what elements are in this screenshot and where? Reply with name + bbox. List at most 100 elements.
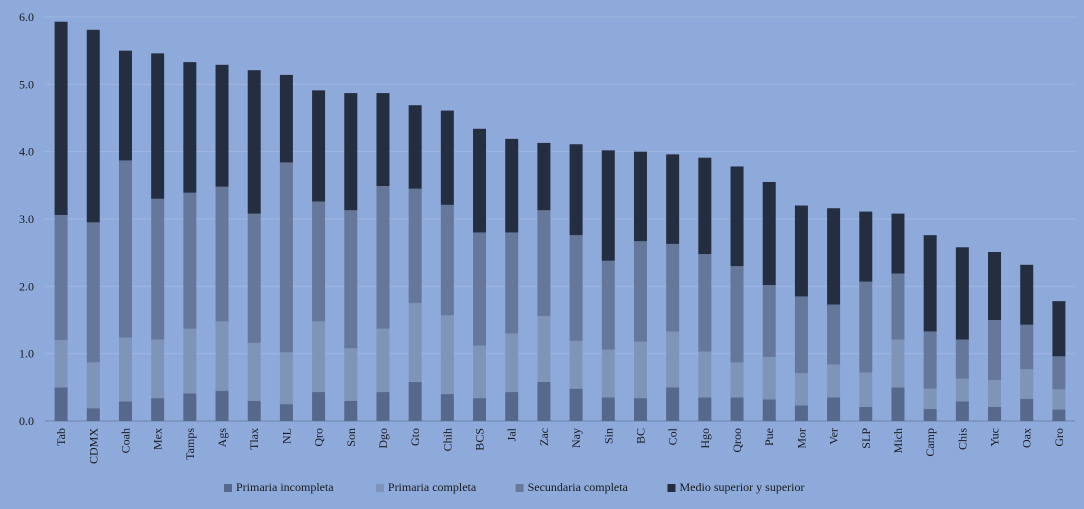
bar-segment (666, 331, 680, 388)
x-tick-label: Mex (151, 428, 165, 450)
bar-segment (601, 397, 615, 421)
bar-segment (247, 70, 261, 214)
bar-segment (569, 144, 583, 236)
legend-swatch (515, 484, 524, 492)
bar-segment (730, 362, 744, 398)
x-tick-label: Gro (1052, 428, 1066, 447)
x-tick-label: Nay (569, 428, 583, 448)
bar-segment (569, 340, 583, 389)
bar-segment (827, 364, 841, 398)
bar-segment (633, 151, 647, 242)
bar-segment (1052, 409, 1066, 421)
bar-segment (698, 397, 712, 421)
bar-segment (279, 352, 293, 405)
x-tick-label: Tlax (247, 428, 261, 450)
x-tick-label: Yuc (988, 428, 1002, 447)
bar-segment (215, 321, 229, 391)
bar-segment (215, 390, 229, 421)
bar-segment (344, 400, 358, 421)
bar-segment (279, 404, 293, 421)
x-tick-label: Mich (891, 428, 905, 453)
bar-segment (827, 304, 841, 365)
bar-segment (247, 213, 261, 343)
x-tick-label: Mor (794, 428, 808, 449)
grid (45, 16, 1075, 422)
bar-segment (473, 232, 487, 346)
bar-segment (666, 243, 680, 332)
bar-segment (118, 401, 132, 421)
legend-swatch (667, 484, 676, 492)
bar-segment (891, 339, 905, 388)
bar-segment (1020, 264, 1034, 325)
bar-segment (376, 93, 390, 187)
bar-segment (988, 379, 1002, 407)
bar-segment (762, 399, 776, 421)
bar-segment (923, 331, 937, 389)
y-tick-label: 4.0 (19, 145, 34, 159)
bar-segment (955, 339, 969, 379)
bar-segment (505, 232, 519, 334)
bar-segment (859, 211, 873, 282)
x-tick-label: Zac (537, 428, 551, 446)
x-tick-label: Ags (215, 428, 229, 448)
bar-segment (279, 162, 293, 353)
y-tick-label: 0.0 (19, 414, 34, 428)
bar-segment (54, 387, 68, 421)
bar-segment (440, 204, 454, 316)
x-tick-label: Jal (505, 427, 519, 441)
bar-segment (54, 214, 68, 341)
bar-segment (473, 128, 487, 233)
x-tick-label: Gto (408, 428, 422, 446)
legend-swatch (224, 484, 232, 492)
bar-segment (505, 138, 519, 233)
legend-label: Medio superior y superior (680, 480, 805, 494)
x-tick-label: Chis (955, 428, 969, 450)
bar-segment (151, 53, 165, 199)
x-tick-label: Qro (312, 428, 326, 447)
bar-segment (151, 398, 165, 421)
bar-segment (537, 381, 551, 421)
bar-segment (827, 397, 841, 421)
bar-segment (376, 392, 390, 421)
bar-segment (730, 397, 744, 421)
x-tick-label: SLP (859, 428, 873, 449)
bar-segment (666, 387, 680, 421)
bar-segment (505, 392, 519, 421)
bar-segment (279, 74, 293, 163)
bar-segment (988, 320, 1002, 380)
legend-label: Primaria incompleta (236, 480, 334, 494)
bar-segment (440, 110, 454, 205)
x-tick-label: Col (666, 427, 680, 445)
bar-segment (247, 342, 261, 401)
x-tick-label: NL (279, 428, 293, 444)
bar-segment (312, 321, 326, 393)
bar-segment (215, 64, 229, 187)
bar-segment (247, 400, 261, 421)
bar-segment (601, 260, 615, 350)
bar-segment (569, 388, 583, 421)
bar-segment (312, 392, 326, 421)
x-tick-label: Ver (827, 428, 841, 445)
bar-segment (1052, 389, 1066, 410)
bar-segment (408, 188, 422, 304)
bar-segment (794, 296, 808, 374)
bar-segment (601, 150, 615, 261)
y-tick-label: 6.0 (19, 10, 34, 24)
x-tick-label: BC (633, 428, 647, 444)
bar-segment (473, 345, 487, 399)
x-tick-label: BCS (473, 428, 487, 451)
bar-segment (794, 405, 808, 421)
y-tick-label: 5.0 (19, 77, 34, 91)
bar-segment (440, 315, 454, 395)
bar-segment (794, 373, 808, 406)
bar-segment (1052, 356, 1066, 390)
bar-segment (344, 348, 358, 401)
legend-swatch (375, 484, 384, 492)
bar-segment (151, 198, 165, 340)
bar-segment (118, 160, 132, 338)
bar-segment (859, 372, 873, 407)
x-tick-label: Qroo (730, 428, 744, 453)
bar-segment (118, 50, 132, 161)
bar-segment (537, 315, 551, 382)
